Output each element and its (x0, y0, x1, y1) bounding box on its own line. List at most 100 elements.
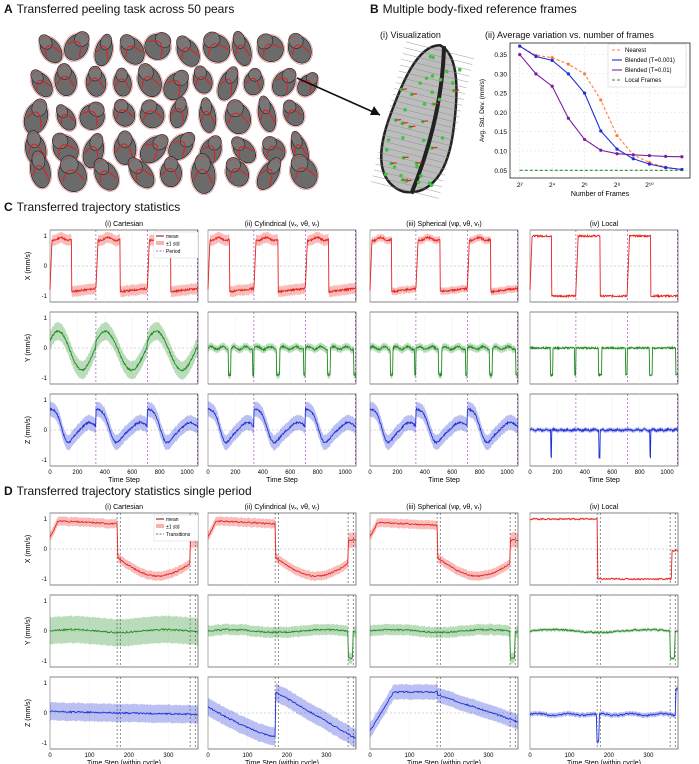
pear (191, 65, 214, 95)
subplot (207, 512, 357, 586)
peel-path (263, 43, 282, 57)
frame-marker (416, 180, 421, 185)
data-point (647, 154, 652, 158)
pear-outline (81, 135, 106, 170)
pear-neck (26, 130, 41, 149)
y-tick-label: 0.25 (494, 91, 507, 98)
peel-path (115, 143, 134, 157)
frame-axis (411, 93, 417, 96)
mesh-line (389, 105, 458, 124)
frame-marker (445, 69, 449, 74)
pear (162, 69, 190, 102)
mean-line (207, 407, 357, 444)
pear-neck (59, 155, 79, 175)
frame-marker (431, 55, 435, 60)
pear-neck (291, 130, 303, 149)
legend-label: Transitions (166, 532, 191, 538)
peel-path (266, 145, 284, 157)
data-point (566, 116, 570, 120)
data-point (518, 44, 522, 48)
mean-line (529, 345, 679, 378)
column-title: (ii) Cylindrical (vₓ, vθ, vᵣ) (245, 221, 320, 228)
row-label: Z (mm/s) (25, 699, 32, 727)
x-tick-label: 600 (447, 470, 458, 476)
mesh-line (398, 70, 467, 89)
x-tick-label: 200 (392, 470, 403, 476)
pear-outline (93, 159, 120, 192)
peel-path (56, 75, 75, 88)
mesh-line (401, 59, 470, 77)
legend-label: ±1 std (166, 525, 180, 531)
subplot: 0 200 400 600 800 1000 Time Step (368, 393, 519, 484)
peel-path (166, 79, 181, 97)
std-band (370, 342, 518, 380)
data-point (631, 153, 635, 157)
pear-outline (84, 68, 108, 98)
mesh-line (395, 82, 464, 100)
pear (158, 156, 184, 189)
frame-marker (383, 172, 388, 177)
y-tick-label: 0 (44, 711, 48, 717)
x-tick-label: 600 (285, 470, 296, 476)
mesh-line (376, 158, 445, 176)
pear (223, 99, 253, 136)
row-label: Z (mm/s) (25, 416, 32, 444)
panel-c-title-text: Transferred trajectory statistics (16, 200, 181, 214)
pear (136, 63, 163, 99)
mesh-line (405, 41, 474, 59)
peel-path (82, 110, 98, 127)
pear (190, 153, 217, 196)
x-axis-label: Time Step (108, 477, 140, 484)
peel-path (294, 144, 308, 157)
pear (138, 99, 166, 130)
x-axis-label: Time Step (within cycle) (87, 760, 161, 764)
y-tick-label: 1 (44, 234, 48, 240)
pear (255, 157, 282, 192)
peel-path (99, 170, 118, 183)
frame-axis (391, 162, 397, 165)
frame-marker (401, 155, 406, 160)
pear-neck (288, 32, 304, 49)
pear-outline (242, 69, 265, 97)
row-label: Y (mm/s) (25, 334, 32, 362)
subplot (369, 512, 519, 586)
pear-outline (112, 100, 137, 128)
peel-path (173, 140, 186, 157)
frame-marker (386, 138, 391, 142)
pear-neck (138, 63, 154, 81)
x-tick-label: 300 (321, 753, 332, 759)
peel-path (228, 112, 249, 124)
frame-axis (422, 120, 428, 123)
peel-path (161, 167, 179, 180)
frame-marker (430, 74, 435, 78)
std-band (370, 233, 518, 296)
x-tick-label: 2⁴ (549, 182, 556, 189)
x-tick-label: 1000 (180, 470, 194, 476)
peel-path (235, 44, 251, 57)
pear (53, 63, 78, 98)
pear-outline (282, 101, 306, 128)
x-tick-label: 200 (230, 470, 241, 476)
subplot: -1 0 1 (42, 594, 199, 668)
frame-marker (404, 179, 408, 183)
y-tick-label: 0.30 (494, 71, 507, 78)
frame-marker (451, 81, 455, 85)
y-tick-label: 0 (44, 346, 48, 352)
pear (78, 101, 106, 132)
frames-chart: 0.05 0.10 0.15 0.20 0.25 0.30 0.35 2² 2⁴ 2⁶ 2⁸ 2¹⁰ N… (479, 42, 691, 198)
frame-marker (401, 136, 405, 140)
x-tick-label: 800 (475, 470, 486, 476)
subplot (369, 311, 519, 385)
subplot (529, 311, 679, 385)
mean-line (207, 344, 357, 378)
single-period-grid: (i) Cartesian (ii) Cylindrical (vₓ, vθ, v… (25, 504, 679, 764)
x-axis-label: Time Step (428, 477, 460, 484)
x-tick-label: 0 (528, 753, 532, 759)
pear-outline (201, 33, 232, 64)
pear (231, 136, 258, 165)
y-tick-label: 0.35 (494, 52, 507, 59)
frame-marker (384, 148, 389, 152)
mean-line (529, 426, 679, 460)
panel-a-title: A Transferred peeling task across 50 pear… (4, 2, 234, 16)
